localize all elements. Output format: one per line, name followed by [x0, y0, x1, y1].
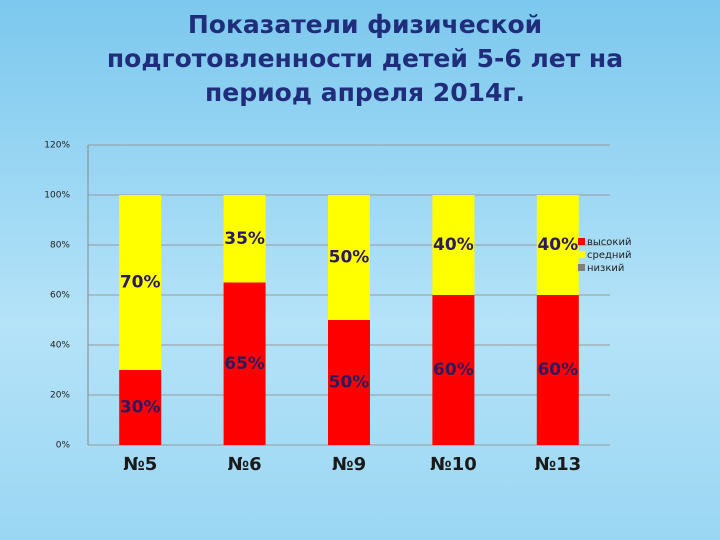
data-label: 60%: [433, 360, 474, 380]
x-tick-label: №10: [430, 454, 477, 475]
y-tick-label: 80%: [50, 241, 70, 251]
legend-label: высокий: [587, 237, 631, 248]
x-tick-label: №9: [332, 454, 366, 475]
bar-segment: [328, 320, 370, 445]
data-label: 65%: [224, 354, 265, 374]
bar-segment: [536, 195, 579, 295]
data-label: 40%: [433, 235, 474, 255]
data-label: 70%: [120, 273, 161, 293]
x-tick-label: №5: [123, 454, 157, 475]
bar-segment: [223, 195, 266, 283]
data-label: 60%: [537, 360, 578, 380]
legend-label: средний: [587, 250, 631, 261]
bar-segment: [119, 195, 162, 370]
bar-segment: [223, 282, 266, 445]
y-tick-label: 120%: [44, 141, 70, 151]
data-label: 35%: [224, 229, 265, 249]
y-tick-label: 0%: [56, 441, 71, 451]
bar-segment: [536, 295, 579, 445]
data-label: 30%: [120, 398, 161, 418]
legend-swatch: [578, 238, 585, 245]
bar-segment: [328, 195, 370, 320]
data-label: 50%: [329, 373, 370, 393]
data-label: 50%: [329, 248, 370, 268]
x-tick-label: №13: [534, 454, 581, 475]
chart-title: Показатели физической подготовленности д…: [106, 10, 624, 107]
bar-segment: [432, 195, 475, 295]
data-label: 40%: [537, 235, 578, 255]
y-tick-label: 40%: [50, 341, 70, 351]
bar-segment: [432, 295, 475, 445]
x-tick-label: №6: [228, 454, 262, 475]
legend-swatch: [578, 251, 585, 258]
legend-swatch: [578, 264, 585, 271]
y-tick-label: 20%: [50, 391, 70, 401]
y-tick-label: 60%: [50, 291, 70, 301]
y-tick-label: 100%: [44, 191, 70, 201]
legend-label: низкий: [587, 263, 624, 274]
bar-segment: [119, 370, 162, 445]
